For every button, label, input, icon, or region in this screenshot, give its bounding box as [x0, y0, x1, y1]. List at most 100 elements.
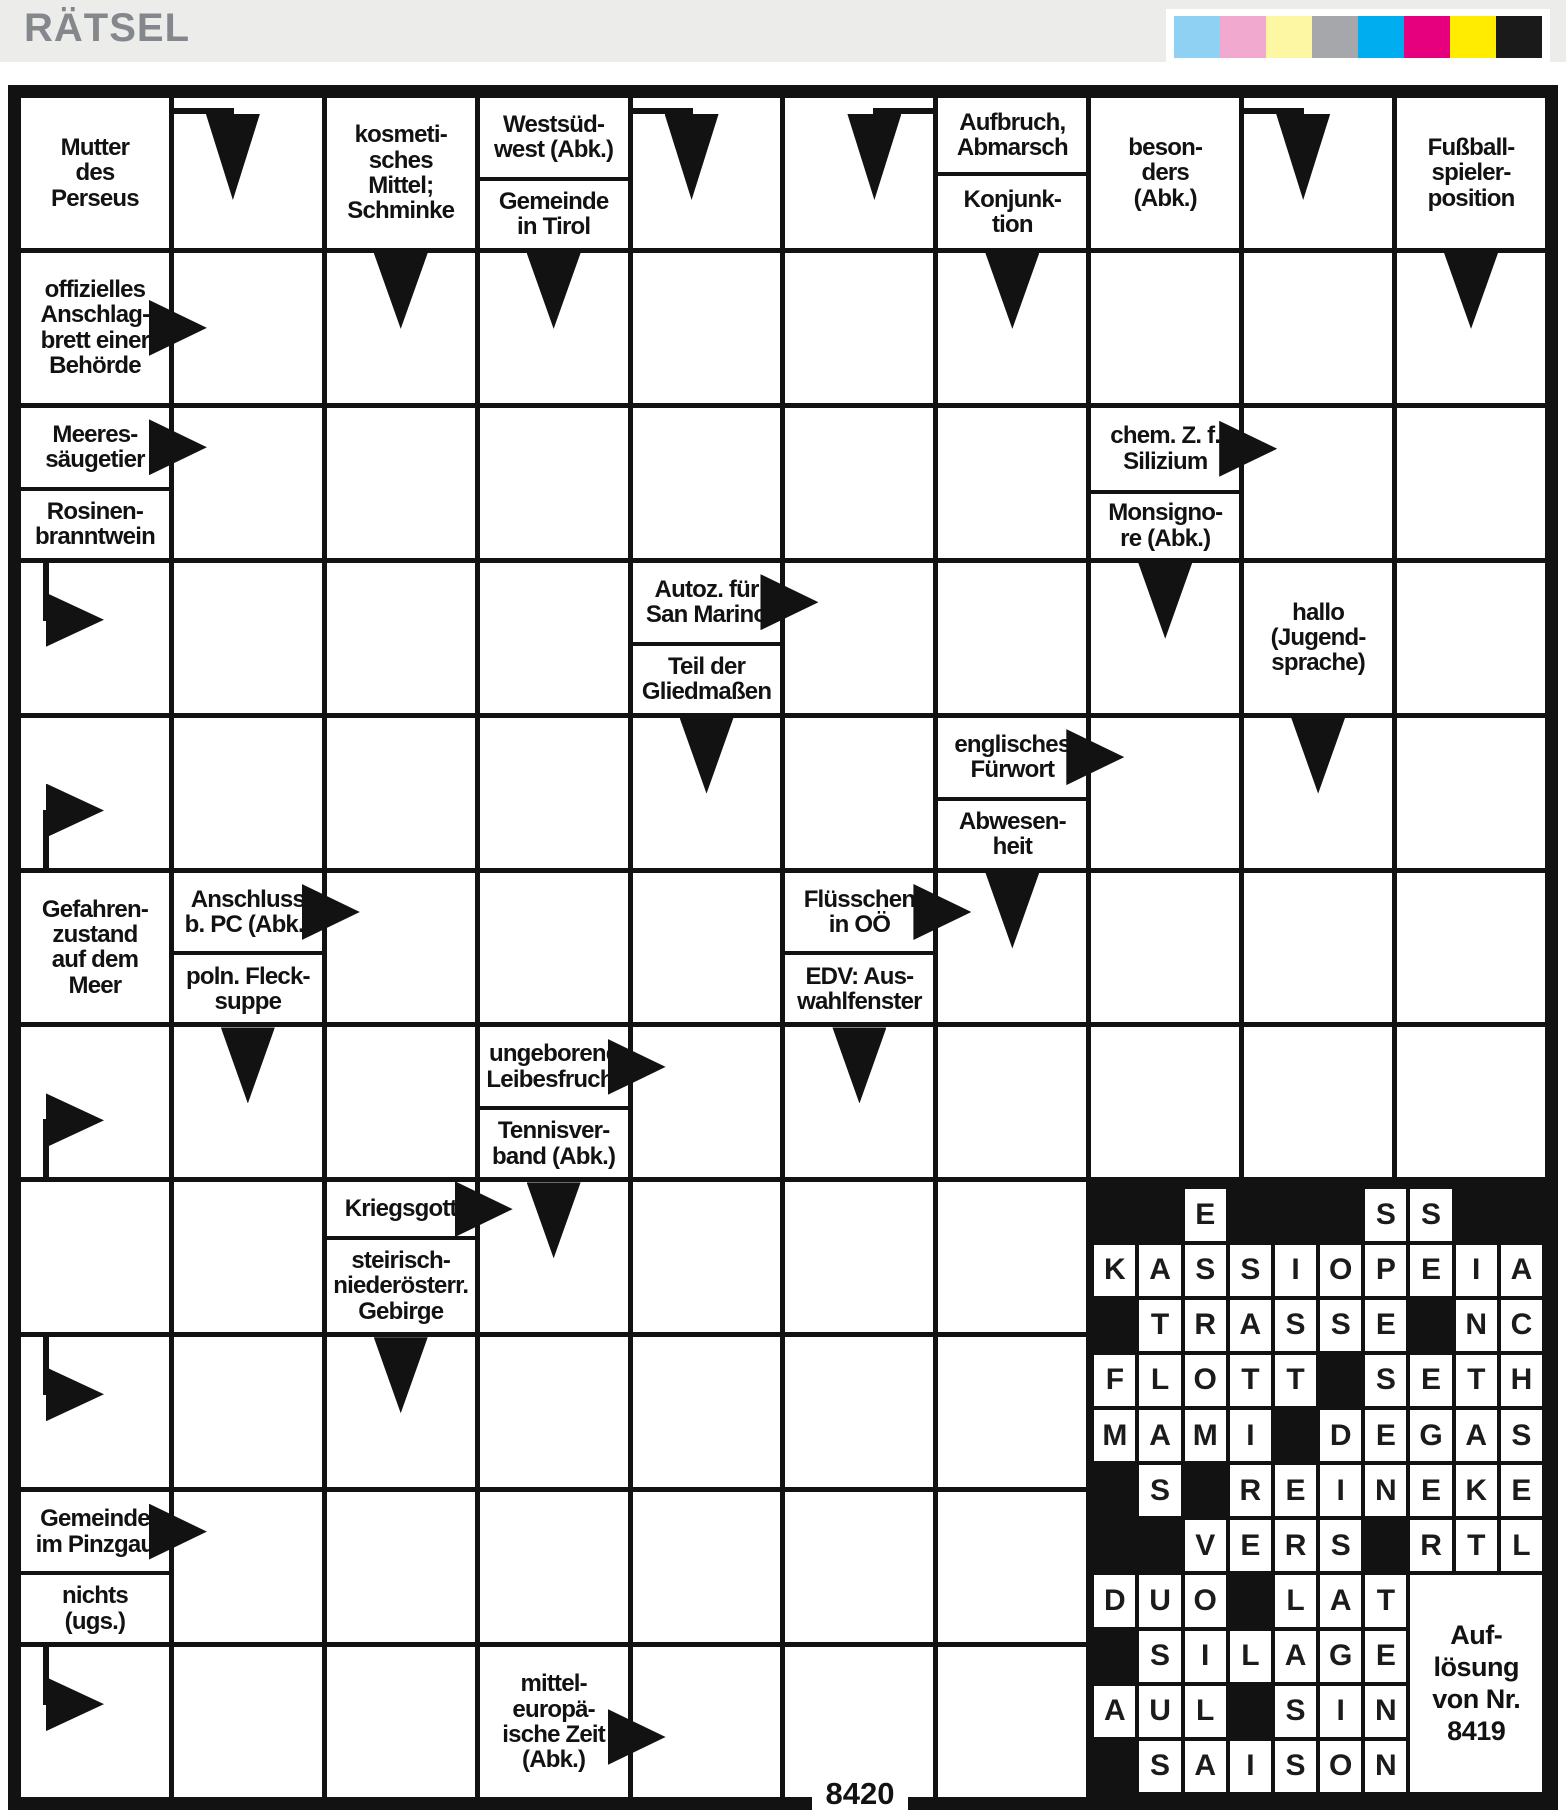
- solution-letter-cell: K: [1455, 1465, 1497, 1517]
- elbow-arrow-cell-r4c1[interactable]: [21, 562, 169, 713]
- answer-cell-r11c7[interactable]: [938, 1647, 1087, 1797]
- answer-cell-r5c4[interactable]: [479, 717, 628, 868]
- answer-cell-r7c10[interactable]: [1397, 1027, 1545, 1178]
- answer-cell-r6c7[interactable]: [938, 872, 1087, 1023]
- solution-letter-cell: G: [1320, 1630, 1362, 1682]
- answer-cell-r9c4[interactable]: [479, 1337, 628, 1488]
- answer-cell-r3c2[interactable]: [173, 407, 322, 558]
- answer-cell-r8c7[interactable]: [938, 1182, 1087, 1333]
- answer-cell-r3c3[interactable]: [326, 407, 475, 558]
- answer-cell-r3c10[interactable]: [1397, 407, 1545, 558]
- answer-cell-r7c2[interactable]: [173, 1027, 322, 1178]
- elbow-arrow-cell-r1c9[interactable]: [1244, 98, 1393, 248]
- answer-cell-r7c8[interactable]: [1091, 1027, 1240, 1178]
- split-clue-cell-r3c8: chem. Z. f. Silizium Monsigno- re (Abk.): [1091, 407, 1278, 558]
- answer-cell-r4c6[interactable]: [785, 562, 934, 713]
- answer-cell-r6c10[interactable]: [1397, 872, 1545, 1023]
- answer-cell-r10c5[interactable]: [632, 1492, 781, 1643]
- answer-cell-r8c1[interactable]: [21, 1182, 169, 1333]
- elbow-arrow-cell-r1c2[interactable]: [173, 98, 322, 248]
- elbow-arrow-cell-r11c1[interactable]: [21, 1647, 169, 1797]
- answer-cell-r2c3[interactable]: [326, 252, 475, 403]
- solution-letter-cell: A: [1274, 1630, 1317, 1682]
- answer-cell-r5c3[interactable]: [326, 717, 475, 868]
- answer-cell-r5c2[interactable]: [173, 717, 322, 868]
- solution-letter-cell: S: [1184, 1244, 1226, 1296]
- answer-cell-r2c10[interactable]: [1397, 252, 1545, 403]
- clue-top: Flüsschen in OÖ: [785, 873, 972, 956]
- clue-text: offizielles Anschlag- brett einer Behörd…: [40, 275, 151, 380]
- answer-cell-r6c8[interactable]: [1091, 872, 1240, 1023]
- solution-letter-cell: R: [1274, 1520, 1317, 1572]
- answer-cell-r5c8[interactable]: [1091, 717, 1240, 868]
- answer-cell-r2c8[interactable]: [1091, 252, 1240, 403]
- elbow-arrow-cell-r9c1[interactable]: [21, 1337, 169, 1488]
- answer-cell-r4c8[interactable]: [1091, 562, 1240, 713]
- elbow-arrow-cell-r7c1[interactable]: [21, 1027, 169, 1178]
- answer-cell-r2c4[interactable]: [479, 252, 628, 403]
- answer-cell-r2c9[interactable]: [1244, 252, 1393, 403]
- answer-cell-r8c2[interactable]: [173, 1182, 322, 1333]
- answer-cell-r7c9[interactable]: [1244, 1027, 1393, 1178]
- answer-cell-r7c7[interactable]: [938, 1027, 1087, 1178]
- answer-cell-r3c7[interactable]: [938, 407, 1087, 558]
- answer-cell-r10c3[interactable]: [326, 1492, 475, 1643]
- solution-letter-cell: I: [1184, 1630, 1226, 1682]
- right-arrow-icon: [46, 783, 104, 838]
- crossword-grid: Mutter des Perseus kosmeti- sches Mittel;…: [8, 85, 1558, 1810]
- answer-cell-r4c4[interactable]: [479, 562, 628, 713]
- answer-cell-r6c5[interactable]: [632, 872, 781, 1023]
- answer-cell-r10c4[interactable]: [479, 1492, 628, 1643]
- answer-cell-r4c3[interactable]: [326, 562, 475, 713]
- answer-cell-r7c6[interactable]: [785, 1027, 934, 1178]
- clue-text: poln. Fleck- suppe: [185, 962, 311, 1015]
- clue-text: kosmeti- sches Mittel; Schminke: [347, 121, 455, 225]
- answer-cell-r7c3[interactable]: [326, 1027, 475, 1178]
- answer-cell-r4c10[interactable]: [1397, 562, 1545, 713]
- answer-cell-r4c7[interactable]: [938, 562, 1087, 713]
- answer-cell-r5c9[interactable]: [1244, 717, 1393, 868]
- answer-cell-r8c5[interactable]: [632, 1182, 781, 1333]
- answer-cell-r11c2[interactable]: [173, 1647, 322, 1797]
- down-arrow-icon: [664, 114, 719, 200]
- answer-cell-r7c5[interactable]: [632, 1027, 781, 1178]
- color-swatch: [1174, 16, 1220, 58]
- answer-cell-r3c6[interactable]: [785, 407, 934, 558]
- answer-cell-r3c9[interactable]: [1244, 407, 1393, 558]
- answer-cell-r4c2[interactable]: [173, 562, 322, 713]
- answer-cell-r3c5[interactable]: [632, 407, 781, 558]
- answer-cell-r5c6[interactable]: [785, 717, 934, 868]
- answer-cell-r2c5[interactable]: [632, 252, 781, 403]
- clue-top: Meeres- säugetier: [21, 408, 207, 491]
- elbow-line: [1244, 108, 1305, 114]
- answer-cell-r9c5[interactable]: [632, 1337, 781, 1488]
- answer-cell-r2c7[interactable]: [938, 252, 1087, 403]
- answer-cell-r11c5[interactable]: [632, 1647, 781, 1797]
- elbow-arrow-cell-r5c1[interactable]: [21, 717, 169, 868]
- answer-cell-r9c2[interactable]: [173, 1337, 322, 1488]
- clue-text: beson- ders (Abk.): [1128, 133, 1203, 212]
- answer-cell-r5c10[interactable]: [1397, 717, 1545, 868]
- answer-cell-r10c7[interactable]: [938, 1492, 1087, 1643]
- answer-cell-r9c7[interactable]: [938, 1337, 1087, 1488]
- clue-top: englisches Fürwort: [938, 718, 1125, 801]
- elbow-arrow-cell-r1c5[interactable]: [632, 98, 781, 248]
- answer-cell-r6c4[interactable]: [479, 872, 628, 1023]
- answer-cell-r6c9[interactable]: [1244, 872, 1393, 1023]
- down-arrow-icon: [205, 114, 260, 200]
- answer-cell-r5c5[interactable]: [632, 717, 781, 868]
- answer-cell-r8c6[interactable]: [785, 1182, 934, 1333]
- clue-text: Anschluss b. PC (Abk.): [184, 885, 312, 938]
- clue-text: ungeborene Leibesfrucht: [486, 1040, 621, 1093]
- answer-cell-r9c3[interactable]: [326, 1337, 475, 1488]
- answer-cell-r10c2[interactable]: [173, 1492, 322, 1643]
- answer-cell-r11c3[interactable]: [326, 1647, 475, 1797]
- split-clue-cell-r7c4: ungeborene Leibesfrucht Tennisver- band (…: [479, 1027, 666, 1178]
- answer-cell-r6c3[interactable]: [326, 872, 475, 1023]
- elbow-arrow-cell-r1c6[interactable]: [785, 98, 934, 248]
- answer-cell-r3c4[interactable]: [479, 407, 628, 558]
- answer-cell-r9c6[interactable]: [785, 1337, 934, 1488]
- down-arrow-icon: [1276, 114, 1331, 200]
- answer-cell-r10c6[interactable]: [785, 1492, 934, 1643]
- answer-cell-r2c6[interactable]: [785, 252, 934, 403]
